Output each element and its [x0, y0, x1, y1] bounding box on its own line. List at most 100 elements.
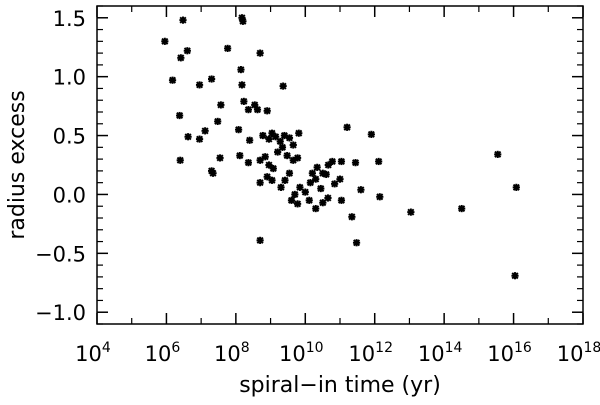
data-point	[458, 204, 466, 213]
data-point	[494, 150, 502, 158]
data-point	[337, 157, 346, 166]
data-point	[238, 81, 246, 89]
data-point	[317, 184, 325, 193]
data-point	[277, 183, 285, 191]
data-point	[256, 49, 264, 57]
data-point	[407, 208, 415, 216]
data-point	[239, 17, 247, 25]
y-tick-label: 0.5	[53, 125, 86, 149]
x-tick-label: 108	[214, 340, 250, 366]
x-tick-label: 1012	[348, 340, 393, 366]
data-point	[183, 47, 191, 55]
data-point	[161, 37, 169, 45]
data-point	[256, 236, 264, 244]
x-tick-label: 104	[75, 340, 111, 366]
data-point	[283, 151, 291, 160]
data-point	[195, 135, 204, 143]
data-point	[240, 97, 248, 105]
x-axis-label: spiral−in time (yr)	[239, 373, 441, 398]
data-point	[236, 151, 244, 160]
data-point	[306, 179, 314, 187]
data-point	[176, 156, 184, 164]
data-point	[265, 135, 273, 143]
data-point	[312, 175, 320, 183]
data-point	[375, 157, 383, 166]
data-point	[268, 176, 276, 184]
data-point	[336, 175, 344, 183]
data-point	[308, 169, 316, 177]
data-point	[337, 196, 346, 204]
y-axis-label: radius excess	[5, 90, 30, 239]
data-point	[246, 136, 254, 144]
data-point	[278, 143, 287, 151]
data-point	[269, 164, 277, 173]
data-point	[293, 200, 302, 208]
y-axis-ticks: −1.0 −0.5 0.0 0.5 1.0 1.5	[35, 5, 583, 325]
data-point	[313, 163, 321, 171]
data-point	[201, 127, 209, 135]
y-tick-label: 0.0	[53, 183, 86, 207]
data-point	[179, 16, 187, 24]
data-point	[259, 131, 267, 140]
data-point	[512, 183, 520, 191]
data-point	[328, 157, 336, 166]
data-point	[237, 66, 245, 74]
data-point	[348, 213, 356, 221]
y-tick-label: 1.0	[53, 66, 86, 90]
data-point	[296, 183, 304, 191]
data-point	[207, 75, 216, 83]
data-point	[261, 153, 269, 161]
data-point	[312, 204, 320, 213]
data-point	[195, 81, 204, 89]
data-point	[331, 180, 339, 188]
plot-frame	[96, 5, 584, 325]
data-point	[244, 106, 253, 114]
data-point	[276, 137, 284, 146]
x-tick-label: 106	[145, 340, 181, 366]
data-point	[324, 161, 332, 169]
data-point	[216, 154, 224, 162]
data-point	[263, 107, 271, 115]
data-point	[343, 123, 351, 131]
data-point	[235, 126, 243, 134]
data-point	[319, 199, 327, 207]
data-point	[274, 148, 282, 156]
data-point	[217, 101, 225, 109]
data-point	[224, 44, 232, 52]
data-point	[285, 134, 294, 142]
data-point	[279, 82, 287, 90]
y-tick-label: −1.0	[35, 301, 86, 325]
y-tick-label: 1.5	[53, 7, 86, 31]
data-point	[184, 133, 192, 141]
x-axis-ticks: 104 106 108 1010 1012 1014 1016 1018	[75, 6, 600, 366]
x-tick-label: 1018	[557, 340, 600, 366]
data-point	[168, 76, 177, 84]
data-points	[161, 14, 520, 280]
data-point	[256, 179, 264, 187]
data-point	[322, 170, 330, 179]
data-point	[176, 111, 184, 120]
data-point	[214, 117, 222, 126]
data-point	[357, 186, 365, 194]
x-tick-label: 1010	[279, 340, 324, 366]
data-point	[376, 193, 384, 201]
data-point	[209, 169, 217, 177]
data-point	[367, 130, 375, 138]
data-point	[285, 169, 294, 177]
y-tick-label: −0.5	[35, 242, 86, 266]
data-point	[291, 190, 299, 199]
x-tick-label: 1016	[487, 340, 532, 366]
data-point	[305, 196, 313, 204]
data-point	[351, 159, 360, 167]
x-tick-label: 1014	[418, 340, 463, 366]
data-point	[301, 188, 309, 196]
data-point	[256, 156, 264, 164]
data-point	[287, 196, 296, 204]
data-point	[352, 239, 361, 247]
data-point	[289, 141, 297, 149]
data-point	[324, 194, 332, 202]
data-point	[295, 129, 303, 137]
data-point	[177, 54, 185, 62]
data-point	[293, 154, 302, 162]
